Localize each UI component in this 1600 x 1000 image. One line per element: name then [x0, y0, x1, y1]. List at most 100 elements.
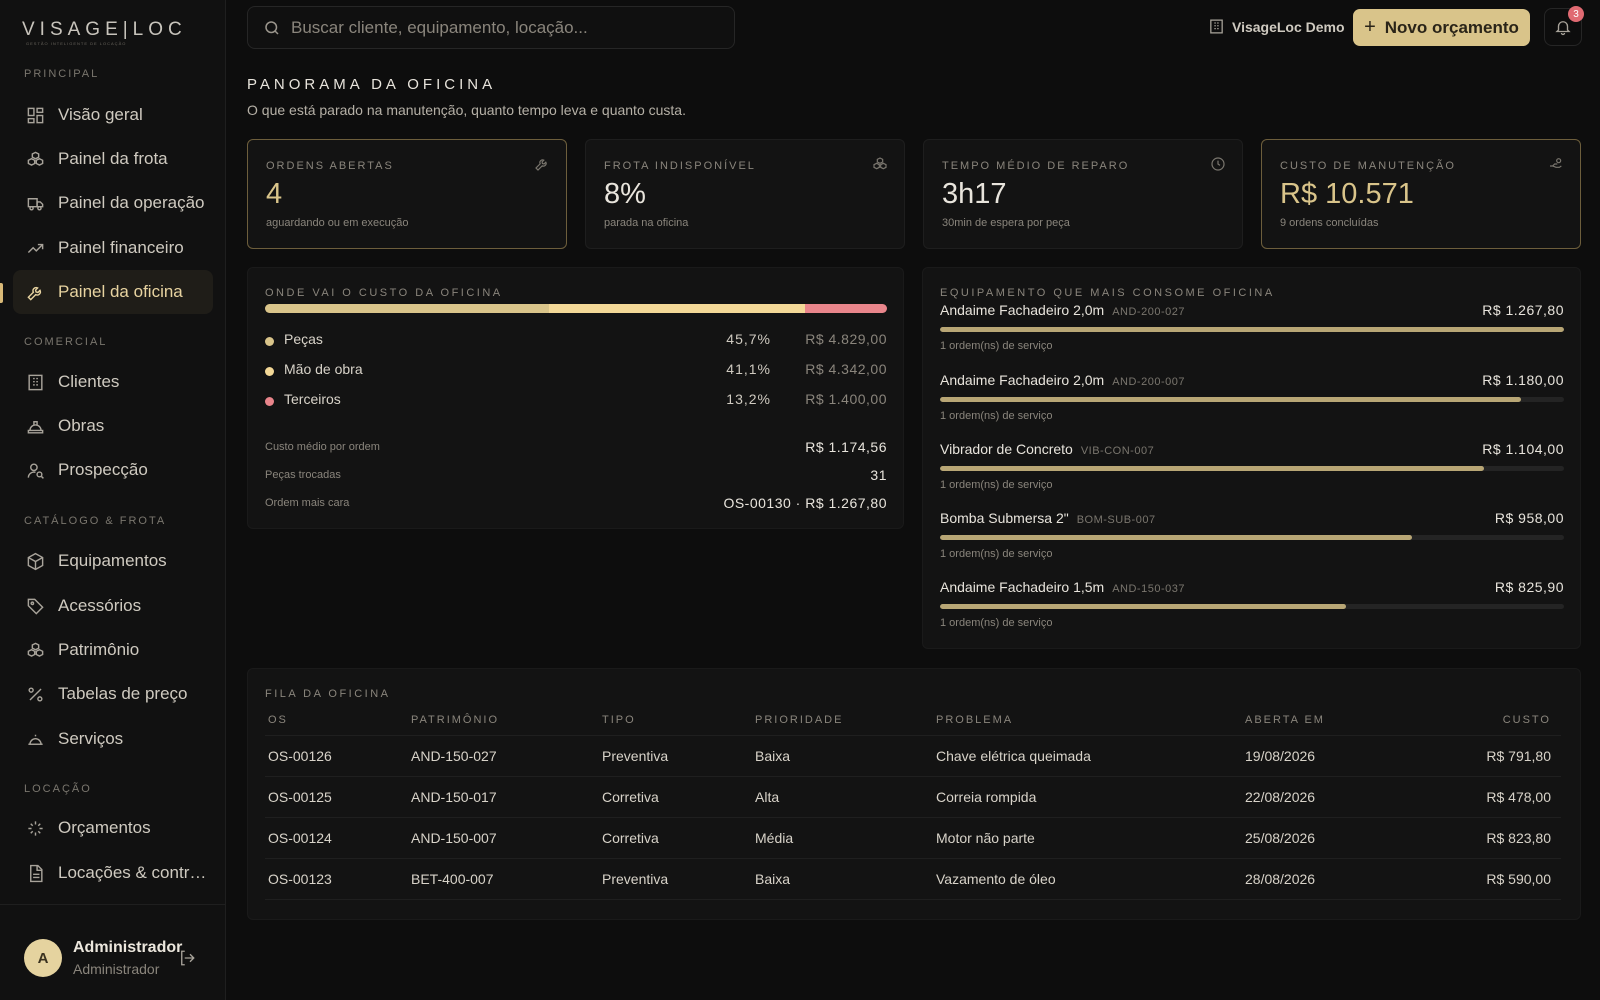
equipment-item[interactable]: Andaime Fachadeiro 2,0m AND-200-007 R$ 1.… — [940, 372, 1564, 428]
stat-label: Peças trocadas — [265, 469, 341, 481]
sidebar-item-label: Painel da frota — [58, 149, 168, 168]
cell-problema: Correia rompida — [933, 776, 1242, 818]
sidebar-item-painel-operacao[interactable]: Painel da operação — [13, 181, 213, 225]
sidebar-item-prospeccao[interactable]: Prospecção — [13, 448, 213, 492]
panel-title: EQUIPAMENTO QUE MAIS CONSOME OFICINA — [940, 287, 1275, 299]
cost-row: Mão de obra 41,1% R$ 4.342,00 — [265, 361, 887, 381]
cell-prioridade: Baixa — [752, 858, 933, 900]
cell-custo: R$ 590,00 — [1432, 858, 1561, 900]
equipment-orders: 1 ordem(ns) de serviço — [940, 548, 1053, 560]
sidebar-item-label: Locações & contratos — [58, 863, 208, 882]
column-header-aberta-em[interactable]: ABERTA EM — [1242, 705, 1432, 736]
plus-icon: + — [1364, 16, 1376, 38]
brand-logo[interactable]: VISAGE|LOC GESTÃO INTELIGENTE DE LOCAÇÃO — [22, 20, 202, 48]
equipment-name: Andaime Fachadeiro 2,0m — [940, 302, 1105, 318]
sidebar-item-clientes[interactable]: Clientes — [13, 360, 213, 404]
sidebar-item-equipamentos[interactable]: Equipamentos — [13, 539, 213, 583]
brand-tagline: GESTÃO INTELIGENTE DE LOCAÇÃO — [26, 41, 127, 46]
sidebar: VISAGE|LOC GESTÃO INTELIGENTE DE LOCAÇÃO… — [0, 0, 226, 1000]
cell-prioridade: Baixa — [752, 735, 933, 777]
building-icon — [25, 372, 45, 392]
brand-name: VISAGE|LOC — [22, 19, 187, 40]
legend-dot — [265, 397, 274, 406]
kpi-value: 8% — [604, 178, 646, 210]
table-row[interactable]: OS-00123 BET-400-007 Preventiva Baixa Va… — [265, 858, 1561, 900]
column-header-prioridade[interactable]: PRIORIDADE — [752, 705, 933, 736]
stat-label: Custo médio por ordem — [265, 441, 380, 453]
sidebar-item-label: Patrimônio — [58, 640, 140, 659]
sidebar-item-patrimonio[interactable]: Patrimônio — [13, 628, 213, 672]
sidebar-item-label: Acessórios — [58, 596, 142, 615]
sidebar-item-label: Painel da oficina — [58, 282, 183, 301]
sidebar-item-obras[interactable]: Obras — [13, 404, 213, 448]
user-role: Administrador — [73, 961, 160, 977]
cell-custo: R$ 823,80 — [1432, 817, 1561, 859]
stat-value: OS-00130 · R$ 1.267,80 — [723, 495, 887, 511]
sidebar-item-label: Prospecção — [58, 460, 148, 479]
org-selector[interactable]: VisageLoc Demo — [1208, 18, 1345, 35]
equipment-orders: 1 ordem(ns) de serviço — [940, 617, 1053, 629]
hand-coins-icon — [1548, 156, 1564, 177]
dashboard-grid-icon — [25, 105, 45, 125]
sidebar-item-painel-frota[interactable]: Painel da frota — [13, 137, 213, 181]
search-input[interactable] — [291, 17, 711, 38]
wrench-icon — [534, 156, 550, 177]
equipment-item[interactable]: Andaime Fachadeiro 1,5m AND-150-037 R$ 82… — [940, 579, 1564, 635]
equipment-item[interactable]: Bomba Submersa 2" BOM-SUB-007 R$ 958,00 1… — [940, 510, 1564, 566]
equipment-bar-fill — [940, 604, 1347, 609]
column-header-custo[interactable]: CUSTO — [1432, 705, 1561, 736]
boxes-icon — [872, 156, 888, 177]
table-row[interactable]: OS-00125 AND-150-017 Corretiva Alta Corr… — [265, 776, 1561, 818]
equipment-code: AND-200-007 — [1112, 376, 1185, 388]
equipment-item[interactable]: Vibrador de Concreto VIB-CON-007 R$ 1.104… — [940, 441, 1564, 497]
cell-patrimonio: AND-150-017 — [408, 776, 599, 818]
sidebar-item-painel-oficina[interactable]: Painel da oficina — [13, 270, 213, 314]
cell-problema: Motor não parte — [933, 817, 1242, 859]
column-header-os[interactable]: OS — [265, 705, 408, 736]
sidebar-item-locacoes-contratos[interactable]: Locações & contratos — [13, 851, 213, 895]
cell-os: OS-00123 — [265, 858, 408, 900]
kpi-sub: 30min de espera por peça — [942, 217, 1070, 229]
equipment-bar-fill — [940, 327, 1564, 332]
sidebar-item-painel-financeiro[interactable]: Painel financeiro — [13, 226, 213, 270]
stack-segment-mao-de-obra — [549, 304, 805, 313]
cost-amount: R$ 1.400,00 — [805, 391, 887, 407]
sidebar-item-visao-geral[interactable]: Visão geral — [13, 93, 213, 137]
table-row[interactable]: OS-00124 AND-150-007 Corretiva Média Mot… — [265, 817, 1561, 859]
user-search-icon — [25, 460, 45, 480]
kpi-label: CUSTO DE MANUTENÇÃO — [1280, 160, 1456, 172]
kpi-value: R$ 10.571 — [1280, 178, 1414, 210]
document-icon — [25, 863, 45, 883]
cell-tipo: Preventiva — [599, 735, 752, 777]
logout-icon[interactable] — [178, 949, 196, 972]
stat-label: Ordem mais cara — [265, 497, 350, 509]
column-header-tipo[interactable]: TIPO — [599, 705, 752, 736]
notifications-button[interactable]: 3 — [1544, 6, 1584, 46]
column-header-patrimonio[interactable]: PATRIMÔNIO — [408, 705, 599, 736]
stack-segment-pecas — [265, 304, 550, 313]
table-row[interactable]: OS-00126 AND-150-027 Preventiva Baixa Ch… — [265, 735, 1561, 777]
stat-value: 31 — [870, 467, 887, 483]
avatar[interactable]: A — [24, 939, 62, 977]
cell-aberta-em: 28/08/2026 — [1242, 858, 1432, 900]
equipment-name: Andaime Fachadeiro 2,0m — [940, 372, 1105, 388]
sidebar-item-servicos[interactable]: Serviços — [13, 717, 213, 761]
search-box[interactable] — [247, 6, 735, 49]
sidebar-item-orcamentos[interactable]: Orçamentos — [13, 806, 213, 850]
equipment-item[interactable]: Andaime Fachadeiro 2,0m AND-200-027 R$ 1.… — [940, 302, 1564, 358]
cell-patrimonio: BET-400-007 — [408, 858, 599, 900]
legend-dot — [265, 367, 274, 376]
stack-segment-terceiros — [804, 304, 887, 313]
new-quote-button[interactable]: + Novo orçamento — [1353, 9, 1530, 46]
column-header-problema[interactable]: PROBLEMA — [933, 705, 1242, 736]
equipment-bar-track — [940, 604, 1564, 609]
sidebar-item-acessorios[interactable]: Acessórios — [13, 584, 213, 628]
equipment-name: Vibrador de Concreto — [940, 441, 1073, 457]
kpi-maintenance-cost: CUSTO DE MANUTENÇÃO R$ 10.571 9 ordens c… — [1261, 139, 1581, 249]
percent-icon — [25, 684, 45, 704]
equipment-bar-track — [940, 327, 1564, 332]
kpi-label: FROTA INDISPONÍVEL — [604, 160, 756, 172]
user-panel: A Administrador Administrador — [0, 904, 226, 1000]
sidebar-item-tabelas-preco[interactable]: Tabelas de preço — [13, 672, 213, 716]
sparkles-icon — [25, 818, 45, 838]
